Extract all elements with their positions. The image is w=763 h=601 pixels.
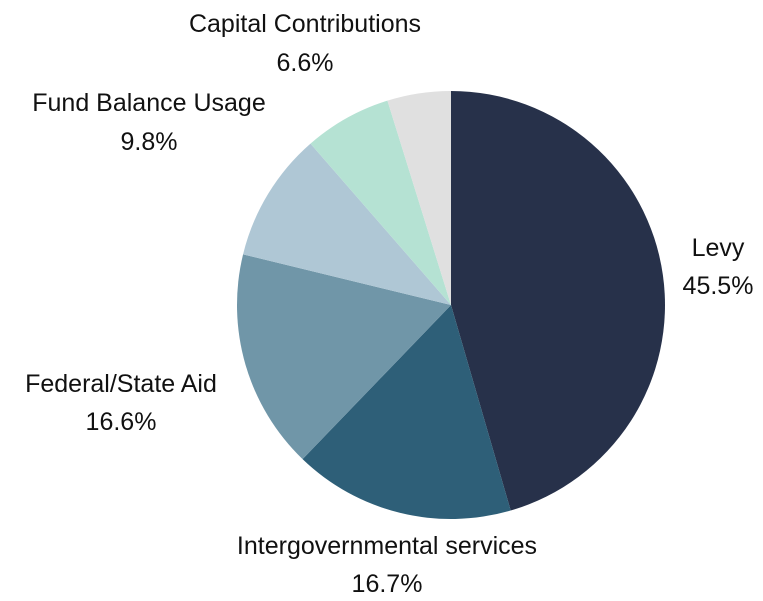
slice-value-intergovernmental: 16.7% <box>352 570 423 598</box>
slice-label-federal-state-aid: Federal/State Aid 16.6% <box>25 370 217 436</box>
pie-slice-unlabeled-5 <box>387 91 451 305</box>
slice-name-federal-state-aid: Federal/State Aid <box>25 370 217 398</box>
pie-slices <box>236 91 665 519</box>
pie-slice-levy <box>451 91 665 511</box>
slice-value-levy: 45.5% <box>683 272 754 300</box>
slice-name-levy: Levy <box>692 234 745 262</box>
slice-label-intergovernmental: Intergovernmental services 16.7% <box>237 532 537 598</box>
pie-slice-fund-balance-usage <box>243 143 451 305</box>
slice-value-fund-balance: 9.8% <box>121 128 178 156</box>
slice-label-capital-contributions: Capital Contributions 6.6% <box>189 10 421 77</box>
slice-name-capital-contributions: Capital Contributions <box>189 10 421 38</box>
slice-value-capital-contributions: 6.6% <box>277 49 334 77</box>
slice-name-intergovernmental: Intergovernmental services <box>237 532 537 560</box>
slice-value-federal-state-aid: 16.6% <box>86 408 157 436</box>
pie-slice-capital-contributions <box>310 100 451 305</box>
slice-label-levy: Levy 45.5% <box>683 234 754 300</box>
slice-label-fund-balance: Fund Balance Usage 9.8% <box>32 89 265 156</box>
pie-slice-federal-state-aid <box>236 254 451 460</box>
slice-name-fund-balance: Fund Balance Usage <box>32 89 265 117</box>
pie-slice-intergovernmental-services <box>302 305 511 519</box>
